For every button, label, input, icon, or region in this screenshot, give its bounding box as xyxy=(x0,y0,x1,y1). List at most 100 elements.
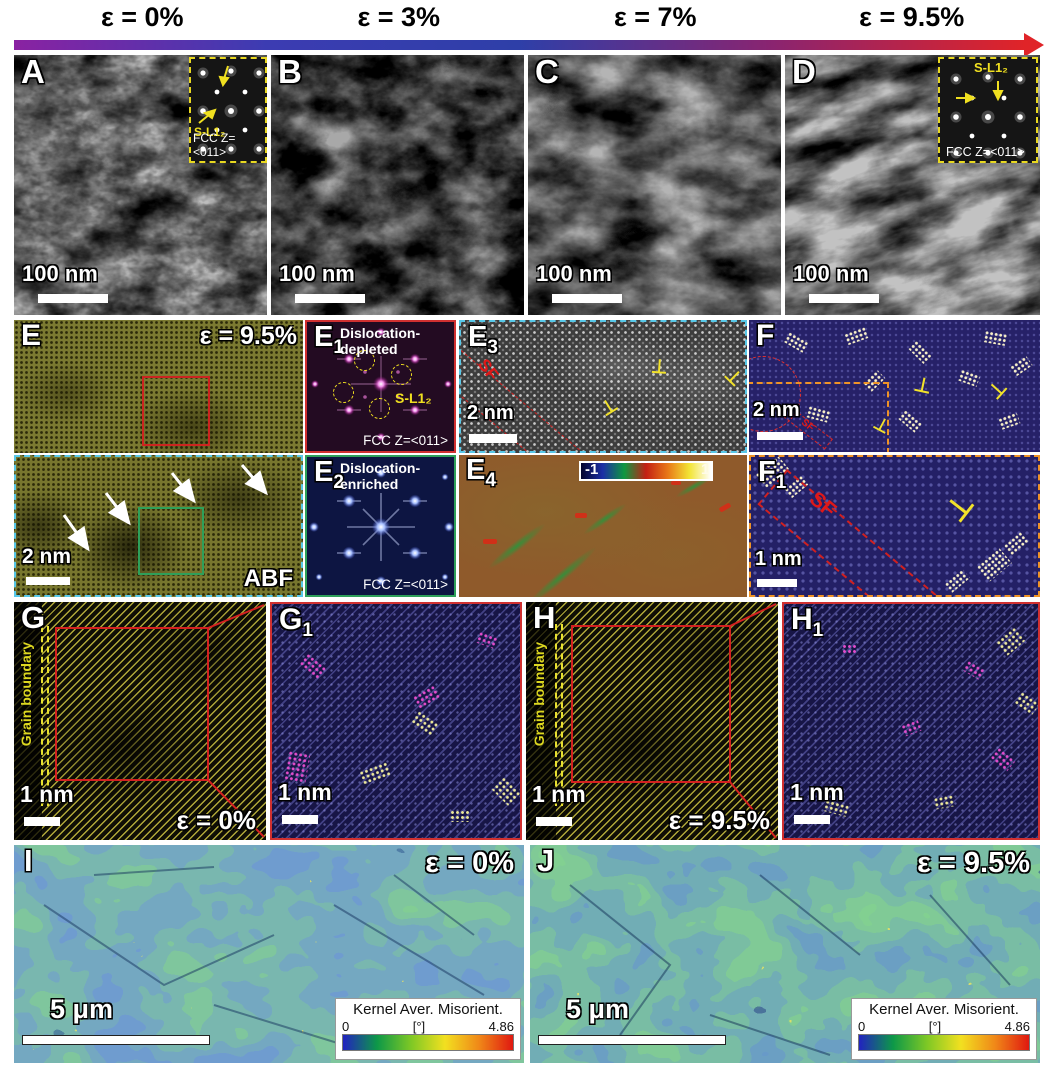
scale-text: 5 μm xyxy=(50,994,114,1024)
strain-label-0: ε = 0% xyxy=(100,2,184,32)
strain-streak xyxy=(485,519,549,573)
dislocation-icon: ⊥ xyxy=(650,356,669,379)
fft-pattern xyxy=(307,322,454,451)
solute-cluster-yellow xyxy=(358,761,392,785)
zone-axis-label: FCC Z=<011> xyxy=(946,145,1025,159)
solute-cluster-magenta xyxy=(900,719,922,737)
panel-label-E1: E1 xyxy=(314,321,344,358)
dislocation-icon: ⊥ xyxy=(983,376,1012,404)
roi-connector xyxy=(55,604,265,838)
atom-cluster xyxy=(907,339,933,365)
panel-E4: E4 -1 1 xyxy=(459,455,747,597)
scale-text: 100 nm xyxy=(536,261,612,286)
scale-bar xyxy=(794,815,830,824)
dislocation-icon: ⊥ xyxy=(938,487,981,529)
atom-cluster xyxy=(843,326,869,346)
colorbar-unit: [°] xyxy=(928,1018,942,1034)
scale-text: 5 μm xyxy=(566,994,630,1024)
solute-cluster-yellow xyxy=(491,776,520,806)
strain-dot xyxy=(718,502,732,513)
grain-boundary-line xyxy=(47,626,49,806)
scale-text: 2 nm xyxy=(467,402,514,424)
dislocation-icon: ⊥ xyxy=(720,364,747,391)
scale-bar xyxy=(809,294,879,303)
panel-B: B 100 nm xyxy=(271,55,524,315)
scale-bar xyxy=(469,434,517,443)
panel-C: C 100 nm xyxy=(528,55,781,315)
colorbar-max: 4.86 xyxy=(488,1018,514,1034)
panel-G: Grain boundary G 1 nm ε = 0% xyxy=(14,602,266,840)
panel-E1: E1 Dislocation-depleted S-L1₂ FCC Z=<011… xyxy=(305,320,456,453)
grain-boundary-line xyxy=(555,624,557,806)
strain-badge: ε = 0% xyxy=(176,805,256,835)
solute-cluster-yellow xyxy=(933,794,955,810)
strain-streak xyxy=(524,543,600,597)
strain-colorbar xyxy=(579,461,713,481)
panel-label-A: A xyxy=(21,55,45,90)
strain-label-9-5: ε = 9.5% xyxy=(859,2,965,32)
strain-axis-labels: ε = 0% ε = 3% ε = 7% ε = 9.5% xyxy=(14,2,1040,33)
panel-label-E3: E3 xyxy=(468,321,498,358)
solute-cluster-yellow xyxy=(409,709,441,739)
superlattice-circle xyxy=(354,350,375,371)
colorbar-title: Kernel Aver. Misorient. xyxy=(869,1001,1019,1018)
solute-cluster-yellow xyxy=(1013,690,1038,716)
atom-cluster xyxy=(897,409,923,433)
roi-box-orange xyxy=(749,382,889,452)
solute-cluster-yellow xyxy=(995,625,1027,657)
solute-cluster-yellow xyxy=(450,810,470,822)
fft-pattern xyxy=(307,457,454,595)
panel-J: J ε = 9.5% 5 μm Kernel Aver. Misorient. … xyxy=(530,845,1040,1063)
roi-box-red xyxy=(142,376,210,446)
panel-label-E: E xyxy=(21,320,42,352)
panel-I: I ε = 0% 5 μm Kernel Aver. Misorient. 0 … xyxy=(14,845,524,1063)
grain-boundary-label: Grain boundary xyxy=(18,642,34,747)
panel-G1: G1 1 nm xyxy=(270,602,522,840)
strain-dot xyxy=(483,539,497,544)
white-arrow-icon xyxy=(62,464,268,552)
strain-streak xyxy=(581,500,629,538)
strain-badge: ε = 9.5% xyxy=(668,805,770,835)
scale-bar xyxy=(295,294,365,303)
solute-cluster-magenta xyxy=(412,684,440,710)
panel-label-F1: F1 xyxy=(758,456,787,493)
scale-text: 1 nm xyxy=(532,781,586,807)
panel-E-bottom: 2 nm ABF xyxy=(14,455,303,597)
dislocation-icon: ⊥ xyxy=(911,373,934,399)
solute-cluster-magenta xyxy=(962,659,986,681)
dislocation-icon: ⊥ xyxy=(596,394,622,421)
scale-text: 100 nm xyxy=(22,261,98,286)
colorbar-min: 0 xyxy=(342,1018,350,1034)
atom-cluster xyxy=(1003,531,1029,557)
diffraction-inset-A: S-L1₂ FCC Z=<011> xyxy=(189,57,267,163)
strain-dot xyxy=(575,513,587,518)
scale-text: 2 nm xyxy=(22,545,72,568)
strain-label-7: ε = 7% xyxy=(613,2,697,32)
diffraction-spots xyxy=(950,71,1026,159)
scale-bar xyxy=(757,432,803,440)
kam-colorbar: Kernel Aver. Misorient. 0 [°] 4.86 xyxy=(851,998,1037,1060)
solute-cluster-magenta xyxy=(842,644,858,654)
atom-cluster xyxy=(783,331,809,353)
strain-badge: ε = 0% xyxy=(425,847,514,879)
panel-label-D: D xyxy=(792,55,816,90)
scale-bar xyxy=(26,577,70,585)
scale-bar xyxy=(552,294,622,303)
strain-gradient-arrow-body xyxy=(14,40,1025,50)
strain-badge: ε = 9.5% xyxy=(199,322,297,350)
panel-label-I: I xyxy=(24,845,33,878)
superlattice-circle xyxy=(333,382,354,403)
scale-text: 1 nm xyxy=(278,779,332,805)
panel-label-B: B xyxy=(278,55,302,90)
solute-cluster-magenta xyxy=(475,630,499,650)
phase-label: S-L1₂ xyxy=(974,60,1008,75)
atom-cluster xyxy=(997,411,1021,431)
scale-bar xyxy=(757,579,797,587)
panel-label-J: J xyxy=(537,845,555,878)
solute-cluster-magenta xyxy=(297,652,329,682)
atom-cluster xyxy=(1009,355,1033,377)
roi-box-green xyxy=(138,507,204,575)
yellow-arrow-icon xyxy=(956,81,1004,104)
grain-boundary-line xyxy=(41,626,43,806)
